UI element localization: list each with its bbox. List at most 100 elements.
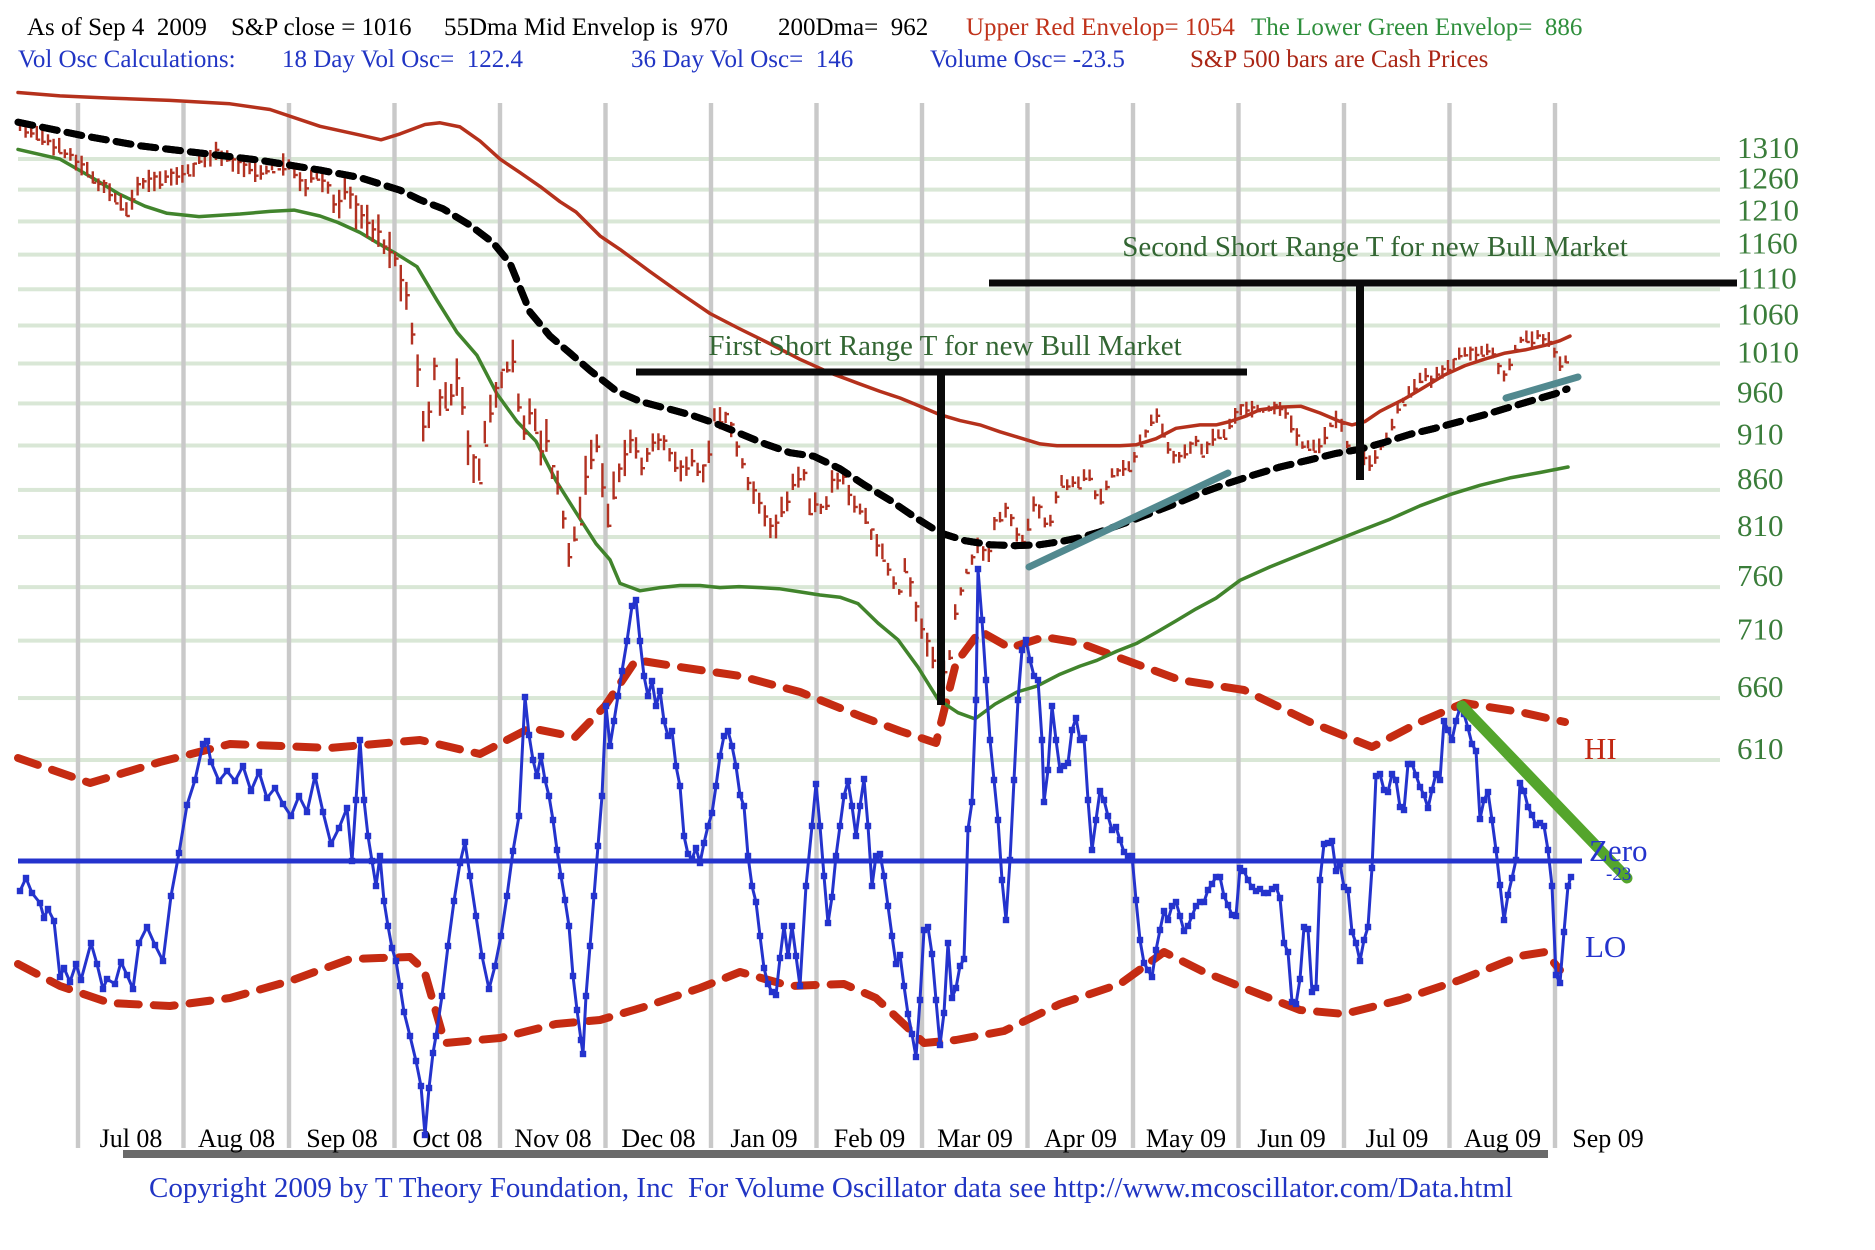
osc-marker <box>780 922 788 930</box>
price-bar <box>1222 429 1226 438</box>
osc-marker <box>1556 979 1564 987</box>
osc-marker <box>656 687 664 695</box>
price-bar-close-tick <box>1257 409 1261 413</box>
price-bar-close-tick <box>776 521 780 524</box>
price-bar <box>1060 475 1063 486</box>
price-bar-close-tick <box>837 479 841 482</box>
price-bar-close-tick <box>171 171 175 174</box>
osc-marker <box>1040 798 1048 806</box>
price-bar <box>825 496 828 510</box>
osc-marker <box>503 892 511 900</box>
price-bar <box>343 175 346 200</box>
first-t-lines <box>636 368 1247 705</box>
osc-marker <box>808 822 816 830</box>
osc-marker <box>77 976 85 984</box>
price-bar <box>634 437 638 459</box>
osc-marker <box>255 768 263 776</box>
price-bar-close-tick <box>1487 350 1491 353</box>
t-vertical-stem <box>1356 283 1364 480</box>
osc-marker <box>1520 787 1528 795</box>
osc-marker <box>1404 760 1412 768</box>
price-bar <box>511 339 514 373</box>
price-bar <box>371 219 374 242</box>
price-bar-close-tick <box>1011 516 1015 520</box>
osc-marker <box>756 932 764 940</box>
osc-marker <box>1184 922 1192 930</box>
osc-marker <box>429 1049 437 1057</box>
price-bar <box>1418 372 1422 384</box>
osc-marker <box>56 973 64 981</box>
osc-marker <box>916 996 924 1004</box>
first-t-annotation: First Short Range T for new Bull Market <box>708 330 1182 362</box>
osc-marker <box>1352 939 1360 947</box>
price-bar-close-tick <box>1263 408 1267 411</box>
osc-marker <box>569 972 577 980</box>
price-bar <box>1290 415 1293 433</box>
osc-marker <box>1228 911 1236 919</box>
osc-marker <box>1548 882 1556 890</box>
osc-marker <box>497 932 505 940</box>
price-bar <box>388 231 391 269</box>
price-bar-close-tick <box>372 228 377 231</box>
osc-marker <box>1436 776 1444 784</box>
osc-marker <box>720 732 728 740</box>
osc-marker <box>491 962 499 970</box>
osc-marker <box>920 926 928 934</box>
price-bar <box>752 481 755 504</box>
osc-marker <box>1080 734 1088 742</box>
price-bar-close-tick <box>1414 387 1418 390</box>
osc-marker <box>614 692 622 700</box>
price-bar <box>539 430 542 466</box>
price-bar-close-tick <box>781 511 785 514</box>
price-bar <box>1340 418 1343 432</box>
osc-marker <box>1002 916 1010 924</box>
osc-marker <box>1236 864 1244 872</box>
osc-marker <box>1136 936 1144 944</box>
price-bar <box>662 435 666 451</box>
osc-marker <box>1567 873 1575 881</box>
osc-marker <box>1124 852 1132 860</box>
osc-marker <box>388 944 396 952</box>
price-bar-close-tick <box>479 482 483 485</box>
osc-marker <box>44 905 52 913</box>
price-bar-close-tick <box>580 523 584 526</box>
h-gridline <box>18 219 1720 224</box>
x-tick-label: May 09 <box>1146 1124 1226 1153</box>
price-bar-close-tick <box>804 471 808 475</box>
price-bar-close-tick <box>652 441 657 444</box>
price-bar-close-tick <box>238 160 242 164</box>
h-gridline <box>18 252 1720 257</box>
osc-marker <box>684 850 692 858</box>
osc-marker <box>509 847 517 855</box>
osc-marker <box>335 824 343 832</box>
osc-marker <box>752 898 760 906</box>
osc-marker <box>1504 891 1512 899</box>
h-gridline <box>18 443 1720 448</box>
y-tick-label: 1260 <box>1737 161 1799 196</box>
osc-marker <box>159 957 167 965</box>
price-bar <box>1564 355 1567 363</box>
price-bar-close-tick <box>143 180 147 183</box>
osc-marker <box>372 882 380 890</box>
price-bar-close-tick <box>1123 467 1127 471</box>
price-bar-close-tick <box>1470 348 1474 351</box>
month-gridline <box>75 103 81 1148</box>
price-bar-close-tick <box>266 170 270 173</box>
price-bar <box>1245 401 1248 418</box>
price-bar-close-tick <box>311 177 315 180</box>
header-item-lower-envelope: The Lower Green Envelop= 886 <box>1251 14 1583 41</box>
y-tick-label: 610 <box>1737 731 1784 766</box>
price-bar-close-tick <box>888 568 892 571</box>
osc-marker <box>360 796 368 804</box>
price-bar-close-tick <box>1554 351 1558 354</box>
price-bar <box>1407 386 1410 398</box>
osc-marker <box>844 777 852 785</box>
osc-marker <box>199 740 207 748</box>
price-bar <box>1178 452 1181 463</box>
price-bar-close-tick <box>339 199 343 203</box>
x-tick-label: Aug 08 <box>198 1124 275 1153</box>
osc-marker <box>860 775 868 783</box>
price-bar-close-tick <box>1140 445 1144 448</box>
osc-marker <box>36 899 44 907</box>
price-bar-close-tick <box>1218 436 1222 440</box>
